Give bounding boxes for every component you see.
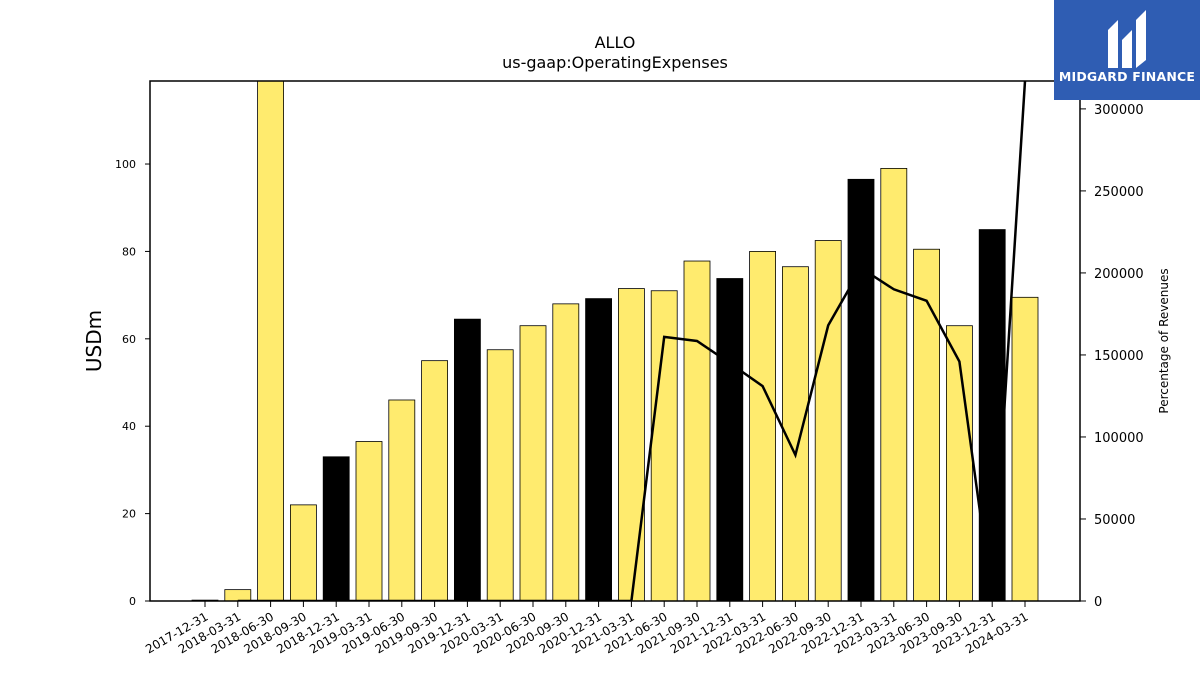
bar-2020-03-31 — [486, 349, 514, 602]
bar-2018-12-31 — [322, 456, 350, 602]
percentage-line — [237, 80, 1027, 601]
midgard-finance-logo: MIDGARD FINANCE — [1054, 0, 1200, 100]
bar-group — [191, 80, 1039, 602]
right-axis-ticks: 0 50000 100000 150000 200000 250000 300000 — [1080, 103, 1144, 610]
x-axis-ticks: 2017-12-312018-03-312018-06-302018-09-30… — [143, 601, 1031, 656]
right-tick-label: 200000 — [1094, 267, 1144, 282]
line-group — [237, 80, 1027, 601]
bar-2023-06-30 — [913, 248, 940, 602]
y-axis-label: USDm — [82, 310, 106, 372]
y-tick-label: 100 — [115, 158, 136, 171]
y-tick-label: 20 — [122, 508, 136, 521]
bar-2022-03-31 — [749, 251, 776, 602]
bar-2023-03-31 — [880, 167, 908, 602]
bar-2021-09-30 — [683, 260, 711, 602]
right-tick-label: 50000 — [1094, 513, 1135, 528]
bar-2020-06-30 — [519, 325, 547, 602]
logo-text: MIDGARD FINANCE — [1058, 69, 1196, 84]
y-tick-label: 80 — [122, 245, 136, 258]
left-axis-ticks: 0 20 40 60 80 100 — [115, 158, 150, 608]
right-tick-label: 100000 — [1094, 431, 1144, 446]
bar-2018-03-31 — [224, 589, 252, 602]
bar-2020-12-31 — [585, 298, 612, 602]
bar-2019-09-30 — [421, 360, 449, 602]
bar-2024-03-31 — [1011, 296, 1039, 602]
y-tick-label: 60 — [122, 333, 136, 346]
right-axis-label: Percentage of Revenues — [1157, 268, 1171, 413]
chart-title: ALLO — [595, 33, 636, 52]
y-tick-label: 40 — [122, 420, 136, 433]
right-tick-label: 300000 — [1094, 103, 1144, 118]
plot-frame — [149, 80, 1081, 602]
right-tick-label: 250000 — [1094, 185, 1144, 200]
midgard-logo-icon — [1108, 10, 1146, 68]
bar-2021-03-31 — [618, 288, 645, 602]
bar-2019-12-31 — [453, 318, 481, 602]
right-tick-label: 0 — [1094, 595, 1102, 610]
bar-2021-12-31 — [716, 278, 744, 602]
right-tick-label: 150000 — [1094, 349, 1144, 364]
bar-2022-09-30 — [814, 240, 842, 602]
bar-2022-12-31 — [847, 178, 875, 602]
bar-2019-03-31 — [355, 441, 383, 602]
chart-subtitle: us-gaap:OperatingExpenses — [502, 53, 728, 72]
bar-2020-09-30 — [552, 303, 580, 602]
bar-2018-09-30 — [289, 504, 317, 602]
y-tick-label: 0 — [129, 595, 136, 608]
bar-2021-06-30 — [650, 290, 678, 602]
bar-2018-06-30 — [257, 80, 285, 602]
bar-2023-12-31 — [978, 229, 1006, 602]
bar-2019-06-30 — [388, 399, 416, 602]
